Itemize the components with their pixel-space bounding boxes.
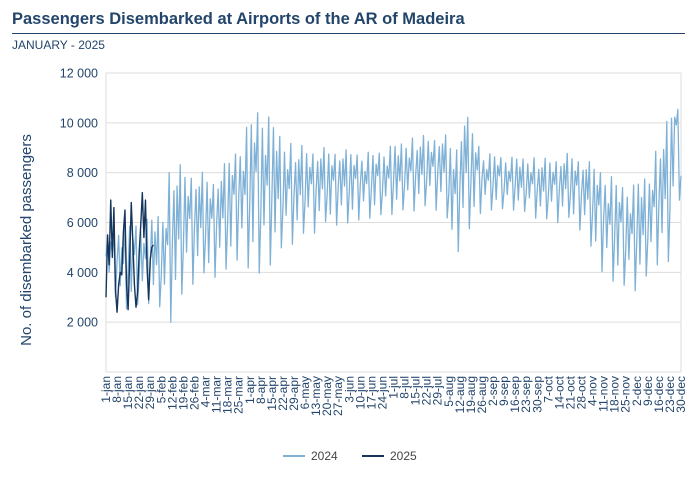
legend-label: 2025 — [390, 449, 417, 463]
x-tick-label: 2-dec — [630, 376, 644, 406]
x-tick-label: 9-sep — [497, 376, 511, 406]
series-2024-line — [105, 108, 682, 323]
gridlines — [105, 72, 682, 373]
x-tick-label: 15-jul — [409, 376, 423, 405]
y-tick-label: 2 000 — [67, 316, 98, 330]
x-tick-label: 12-feb — [165, 376, 179, 410]
x-tick-label: 22-jan — [132, 376, 146, 409]
y-tick-label: 6 000 — [67, 216, 98, 230]
x-tick-label: 3-jun — [342, 376, 356, 403]
x-tick-label: 25-nov — [619, 376, 633, 413]
x-tick-label: 8-jul — [398, 376, 412, 399]
x-tick-label: 12-aug — [453, 376, 467, 413]
x-tick-label: 26-feb — [187, 376, 201, 410]
x-tick-label: 22-apr — [276, 376, 290, 411]
x-tick-label: 11-mar — [210, 376, 224, 413]
x-tick-label: 14-oct — [552, 375, 566, 409]
x-tick-label: 27-may — [331, 376, 345, 416]
x-tick-label: 29-apr — [287, 376, 301, 411]
x-tick-label: 17-jun — [364, 376, 378, 409]
x-tick-label: 28-oct — [574, 375, 588, 409]
x-tick-label: 29-jul — [431, 376, 445, 405]
x-tick-label: 5-aug — [442, 376, 456, 407]
y-tick-label: 12 000 — [60, 67, 98, 81]
x-tick-label: 15-jan — [121, 376, 135, 409]
x-tick-label: 16-sep — [508, 376, 522, 413]
legend: 2024 2025 — [283, 449, 417, 463]
x-tick-label: 5-feb — [154, 376, 168, 404]
series-2025-line — [105, 191, 154, 313]
chart-title: Passengers Disembarked at Airports of th… — [12, 10, 465, 28]
x-tick-label: 23-dec — [663, 376, 677, 413]
x-tick-label: 1-jul — [387, 376, 401, 399]
title-divider — [12, 33, 685, 34]
x-tick-label: 18-nov — [608, 376, 622, 413]
x-tick-label: 22-jul — [420, 376, 434, 405]
x-tick-label: 7-oct — [541, 375, 555, 402]
y-tick-label: 10 000 — [60, 116, 98, 130]
series-lines — [105, 108, 682, 323]
x-tick-label: 23-sep — [519, 376, 533, 413]
y-axis-label: No. of disembarked passengers — [18, 134, 35, 346]
x-tick-label: 15-apr — [265, 376, 279, 411]
x-tick-label: 30-dec — [674, 376, 688, 413]
chart-subtitle: JANUARY - 2025 — [12, 38, 105, 52]
y-tick-label: 8 000 — [67, 166, 98, 180]
x-tick-label: 8-apr — [254, 376, 268, 404]
x-tick-label: 6-may — [298, 376, 312, 409]
x-tick-label: 20-may — [320, 376, 334, 416]
legend-label: 2024 — [311, 449, 338, 463]
x-tick-label: 4-mar — [199, 376, 213, 407]
x-axis-ticks: 1-jan8-jan15-jan22-jan29-jan5-feb12-feb1… — [99, 375, 688, 416]
y-tick-label: 4 000 — [67, 266, 98, 280]
x-tick-label: 24-jun — [375, 376, 389, 409]
x-tick-label: 10-jun — [353, 376, 367, 409]
x-tick-label: 2-sep — [486, 376, 500, 406]
x-tick-label: 13-may — [309, 376, 323, 416]
x-tick-label: 11-nov — [597, 376, 611, 412]
x-tick-label: 8-jan — [110, 376, 124, 403]
x-tick-label: 29-jan — [143, 376, 157, 409]
x-tick-label: 1-jan — [99, 376, 113, 403]
x-tick-label: 21-oct — [563, 375, 577, 409]
x-tick-label: 19-aug — [464, 376, 478, 413]
x-tick-label: 19-feb — [176, 376, 190, 410]
x-tick-label: 9-dec — [641, 376, 655, 406]
x-tick-label: 26-aug — [475, 376, 489, 413]
x-tick-label: 1-apr — [243, 376, 257, 404]
x-tick-label: 30-sep — [530, 376, 544, 413]
x-tick-label: 4-nov — [586, 376, 600, 406]
x-tick-label: 25-mar — [232, 376, 246, 414]
y-axis-ticks: 2 000 4 000 6 000 8 000 10 000 12 000 — [60, 67, 98, 330]
x-tick-label: 16-dec — [652, 376, 666, 413]
x-tick-label: 18-mar — [221, 376, 235, 414]
